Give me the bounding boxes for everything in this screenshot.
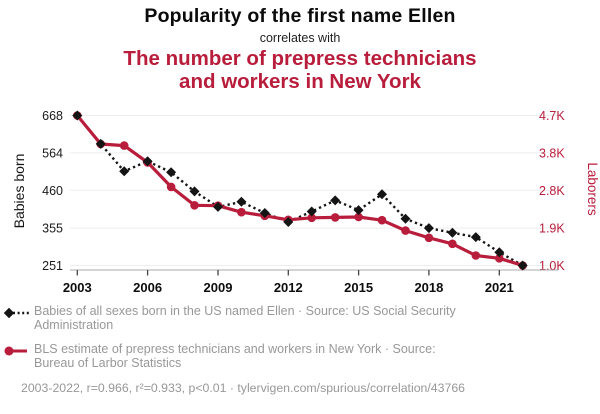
prepress-line [76, 114, 524, 268]
ellen-point [517, 260, 528, 271]
ellen-point [447, 227, 458, 238]
left-tick-label: 668 [42, 109, 63, 123]
ellen-point [283, 217, 294, 227]
x-tick-label: 2018 [414, 280, 443, 295]
ellen-point [119, 166, 130, 177]
prepress-point [119, 141, 129, 150]
right-tick-label: 4.7K [539, 109, 565, 123]
ellen-point [213, 201, 223, 212]
right-tick-label: 2.8K [539, 184, 565, 198]
ellen-point [189, 186, 200, 197]
ellen-point [306, 206, 317, 217]
prepress-point [354, 212, 363, 222]
chart-subtitle-red: The number of prepress technicians and w… [0, 47, 600, 93]
x-tick-label: 2012 [274, 280, 303, 295]
circle-solid-legend-icon [4, 346, 27, 356]
ellen-point [377, 189, 387, 200]
prepress-point [213, 201, 223, 210]
right-tick-label: 1.9K [539, 222, 565, 236]
gridlines [70, 115, 558, 266]
ellen-point [353, 205, 364, 216]
ellen-point [142, 156, 153, 167]
prepress-points [73, 111, 527, 270]
ellen-line [76, 114, 524, 267]
left-tick-label: 355 [42, 222, 63, 236]
subtitle-line-2: and workers in New York [179, 69, 421, 93]
chart-title: Popularity of the first name Ellen [144, 5, 456, 27]
prepress-point [424, 233, 434, 243]
ellen-points [72, 110, 528, 271]
diamond-dotted-legend-icon [3, 307, 29, 319]
prepress-point [518, 261, 527, 270]
left-axis-title: Babies born [11, 154, 27, 229]
prepress-point [330, 213, 340, 222]
legend-label-ellen: Babies of all sexes born in the US named… [34, 304, 456, 333]
ellen-point [423, 223, 434, 234]
ellen-point [330, 195, 341, 206]
prepress-point [401, 226, 410, 235]
prepress-point [448, 239, 457, 249]
stats-footer: 2003-2022, r=0.966, r²=0.933, p<0.01 · t… [21, 381, 465, 395]
x-tick-label: 2009 [204, 280, 233, 295]
x-tick-label: 2006 [133, 280, 162, 295]
ellen-point [259, 208, 270, 218]
x-tick-label: 2021 [485, 280, 514, 295]
left-tick-label: 564 [42, 147, 63, 161]
ellen-point [72, 110, 83, 121]
correlates-with-text: correlates with [259, 31, 341, 45]
x-axis: 2003 2006 2009 2012 2015 2018 2021 [63, 269, 558, 295]
prepress-point [96, 139, 105, 149]
legend-label-prepress: BLS estimate of prepress technicians and… [34, 342, 436, 371]
prepress-point [190, 201, 199, 210]
legend-item-prepress: BLS estimate of prepress technicians and… [3, 342, 462, 371]
legend-item-ellen: Babies of all sexes born in the US named… [3, 304, 489, 333]
prepress-point [495, 253, 504, 263]
x-tick-label: 2015 [344, 280, 373, 295]
ellen-point [95, 138, 106, 149]
prepress-point [471, 251, 481, 260]
ellen-point [166, 167, 177, 178]
ellen-point [470, 232, 481, 243]
left-tick-label: 251 [42, 259, 63, 273]
y-axis-labels: 668 4.7K 564 3.8K 460 2.8K 355 1.9K 251 1.0K [42, 109, 565, 273]
ellen-point [236, 196, 247, 207]
prepress-point [237, 207, 246, 217]
right-tick-label: 3.8K [539, 147, 565, 161]
prepress-point [73, 111, 82, 120]
subtitle-line-1: The number of prepress technicians [123, 47, 477, 70]
x-tick-label: 2003 [63, 280, 92, 295]
ellen-point [400, 213, 411, 224]
prepress-point [284, 215, 293, 225]
prepress-point [143, 158, 152, 167]
right-axis-title: Laborers [585, 162, 600, 216]
prepress-point [166, 182, 176, 192]
ellen-point [494, 247, 505, 258]
prepress-point [307, 213, 317, 223]
prepress-point [260, 211, 270, 221]
prepress-point [377, 215, 387, 225]
left-tick-label: 460 [42, 184, 63, 198]
right-tick-label: 1.0K [539, 259, 565, 273]
